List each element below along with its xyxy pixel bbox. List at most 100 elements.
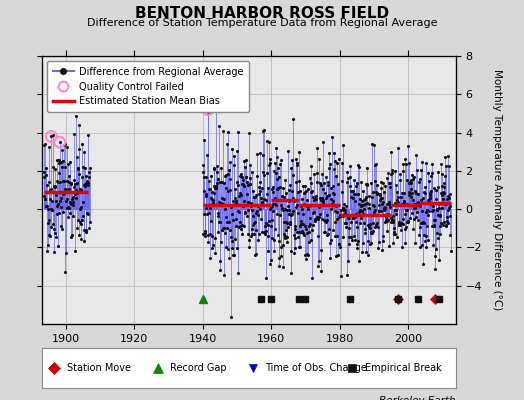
Point (276, 184, 284, 190)
Point (81, 181, 89, 187)
Point (402, 219, 411, 225)
Point (315, 204, 323, 210)
Point (277, 244, 286, 250)
Point (201, 230, 210, 237)
Point (366, 241, 375, 247)
Point (212, 184, 220, 191)
Point (354, 238, 362, 244)
Point (255, 191, 263, 197)
Point (222, 214, 231, 220)
Point (365, 201, 374, 208)
Point (259, 128, 267, 134)
Point (243, 191, 252, 197)
Point (230, 162, 238, 168)
Point (373, 220, 381, 226)
Point (41, 196, 49, 202)
Point (48, 198, 56, 204)
Point (395, 222, 403, 228)
Point (358, 248, 366, 255)
Point (306, 220, 314, 227)
Point (84, 180, 92, 186)
Point (347, 219, 355, 225)
Point (236, 226, 245, 232)
Point (405, 180, 413, 186)
Point (236, 173, 244, 179)
Point (332, 253, 341, 259)
Point (418, 242, 427, 248)
Point (302, 256, 311, 262)
Point (403, 206, 411, 213)
Point (409, 216, 418, 222)
Point (300, 201, 309, 208)
Point (399, 221, 407, 228)
Point (423, 207, 431, 214)
Point (275, 174, 283, 180)
Point (315, 214, 323, 220)
Point (264, 233, 272, 240)
Point (77, 236, 85, 243)
Point (248, 207, 256, 214)
Point (375, 190, 383, 197)
Point (304, 252, 312, 258)
Point (433, 230, 441, 236)
Point (384, 170, 392, 176)
Point (203, 108, 212, 115)
Point (80, 149, 88, 155)
Point (308, 227, 316, 233)
Point (224, 129, 233, 135)
Point (432, 187, 440, 194)
Point (320, 217, 328, 224)
Point (45, 179, 53, 186)
Point (302, 251, 311, 257)
Point (416, 176, 424, 183)
Point (200, 137, 209, 143)
Point (436, 161, 445, 168)
Point (370, 208, 378, 215)
Point (336, 273, 345, 280)
Point (382, 214, 390, 220)
Point (82, 173, 90, 179)
Point (299, 220, 308, 227)
Point (264, 185, 272, 192)
Point (380, 189, 388, 195)
Point (396, 220, 405, 226)
Text: Record Gap: Record Gap (170, 363, 227, 373)
Point (334, 180, 342, 187)
Point (258, 201, 266, 208)
Point (411, 187, 420, 194)
Point (416, 244, 424, 250)
Point (255, 184, 264, 191)
Point (428, 208, 436, 214)
Point (74, 164, 82, 171)
Point (235, 219, 244, 226)
Point (343, 168, 351, 175)
Point (404, 218, 412, 224)
Point (379, 207, 388, 213)
Point (368, 140, 376, 147)
Text: Station Move: Station Move (67, 363, 131, 373)
Point (231, 186, 239, 192)
Point (209, 200, 217, 206)
Point (310, 208, 318, 215)
Point (76, 206, 84, 212)
Point (341, 220, 350, 226)
Point (74, 146, 83, 152)
Point (389, 216, 397, 223)
Point (251, 194, 259, 200)
Point (234, 269, 242, 276)
Point (261, 275, 270, 282)
Point (353, 224, 361, 230)
Point (341, 207, 350, 213)
Point (366, 229, 375, 235)
Point (378, 201, 386, 207)
Point (386, 219, 395, 225)
Point (267, 204, 276, 210)
Point (271, 170, 280, 176)
Point (340, 206, 348, 213)
Point (214, 210, 223, 217)
Point (389, 213, 397, 219)
Point (285, 207, 293, 214)
Point (381, 218, 390, 224)
Point (46, 232, 54, 239)
Point (256, 178, 265, 185)
